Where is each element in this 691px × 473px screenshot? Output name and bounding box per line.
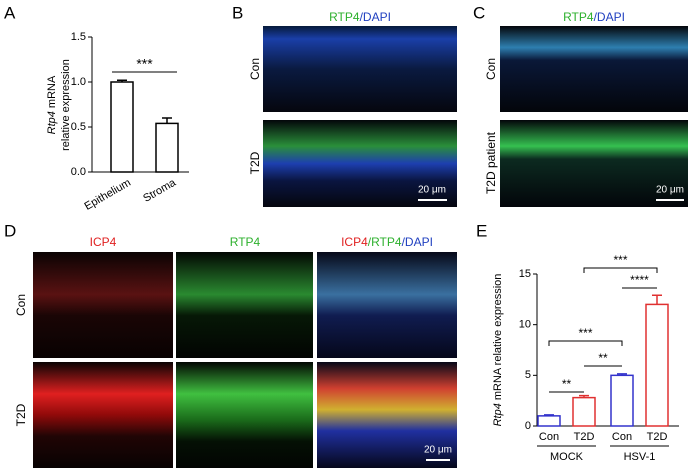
row-label: T2D patient <box>484 131 498 194</box>
error-bar <box>544 414 554 416</box>
stain: /DAPI <box>360 10 391 24</box>
error-bar <box>117 79 127 82</box>
stain: RTP4 <box>329 10 360 24</box>
bar <box>645 303 669 427</box>
bar <box>610 374 634 427</box>
micrograph <box>500 120 688 207</box>
micrograph <box>176 252 313 358</box>
y-tick-label: 0 <box>525 420 531 432</box>
bar <box>572 396 596 427</box>
bar <box>110 81 134 173</box>
y-tick-label: 5 <box>525 369 531 381</box>
y-tick-label: 10 <box>519 319 531 331</box>
error-bar <box>162 117 172 124</box>
error-bar <box>652 294 662 305</box>
column-title: ICP4/RTP4/DAPI <box>341 235 433 249</box>
y-tick-label: 0.0 <box>71 166 86 178</box>
row-label: T2D <box>14 403 28 426</box>
gene-name: Rtp4 <box>46 111 58 134</box>
y-tick-label: 0.5 <box>71 121 86 133</box>
group-label: HSV-1 <box>624 451 656 463</box>
significance-bracket <box>583 267 658 273</box>
row-label: Con <box>14 294 28 316</box>
column-title: ICP4 <box>90 235 117 249</box>
x-tick-label: T2D <box>574 431 595 443</box>
scale-bar-label: 20 μm <box>424 445 452 456</box>
y-tick-label: 1.0 <box>71 76 86 88</box>
column-title: RTP4 <box>230 235 261 249</box>
panel-letter: C <box>473 3 485 22</box>
significance-label: *** <box>578 326 592 340</box>
stain: /DAPI <box>594 10 625 24</box>
significance-label: **** <box>630 273 649 287</box>
significance-bracket <box>548 340 623 346</box>
x-tick-label: Epithelium <box>82 177 132 213</box>
panel-letter: D <box>4 221 16 240</box>
x-tick-label: T2D <box>647 431 668 443</box>
panel-title: RTP4/DAPI <box>563 10 625 24</box>
row-label: Con <box>248 58 262 80</box>
scale-bar-label: 20 μm <box>418 185 446 196</box>
panel-letter: A <box>4 3 16 22</box>
significance-label: ** <box>562 377 572 391</box>
group-label: MOCK <box>550 451 584 463</box>
bar <box>537 415 561 427</box>
micrograph <box>317 252 457 358</box>
y-axis-label: Rtp4 mRNA relative expression <box>46 59 72 151</box>
bar <box>155 122 179 173</box>
panel-title: RTP4/DAPI <box>329 10 391 24</box>
x-tick-label: Stroma <box>141 176 178 205</box>
scale-bar-label: 20 μm <box>656 185 684 196</box>
y-tick-label: 15 <box>519 268 531 280</box>
micrograph <box>263 120 457 207</box>
panel-letter: E <box>476 221 487 240</box>
micrograph <box>317 362 457 468</box>
error-bar <box>579 394 589 398</box>
stain: RTP4 <box>563 10 594 24</box>
significance-label: *** <box>136 56 153 72</box>
micrograph <box>263 26 457 112</box>
x-tick-label: Con <box>612 431 632 443</box>
stain: /DAPI <box>402 235 433 249</box>
micrograph <box>33 252 173 358</box>
row-label: T2D <box>248 151 262 174</box>
error-bar <box>617 373 627 376</box>
x-tick-label: Con <box>539 431 559 443</box>
micrograph <box>500 26 688 112</box>
y-label-part: mRNA relative expression <box>492 274 504 401</box>
stain: ICP4 <box>341 235 368 249</box>
micrograph <box>33 362 173 468</box>
stain: /RTP4 <box>368 235 402 249</box>
micrograph <box>176 362 313 468</box>
y-label-part: mRNA <box>46 75 58 108</box>
y-label-part: relative expression <box>60 59 72 151</box>
gene-name: Rtp4 <box>492 403 504 426</box>
significance-label: *** <box>613 253 627 267</box>
y-tick-label: 1.5 <box>71 31 86 43</box>
significance-label: ** <box>598 351 608 365</box>
y-axis-label: Rtp4 mRNA relative expression <box>492 274 504 427</box>
row-label: Con <box>484 58 498 80</box>
panel-letter: B <box>232 3 243 22</box>
